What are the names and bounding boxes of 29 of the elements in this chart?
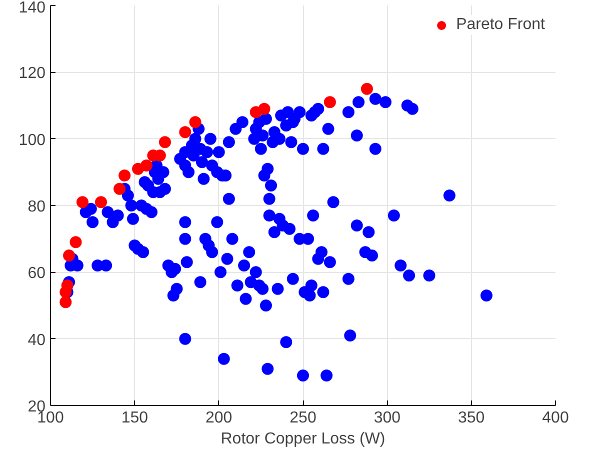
y-tick-label: 100 xyxy=(18,132,46,149)
y-tick-label: 40 xyxy=(28,332,46,349)
legend-label: Pareto Front xyxy=(456,16,545,34)
point xyxy=(258,102,270,115)
point xyxy=(179,126,192,138)
point xyxy=(189,116,202,128)
point xyxy=(60,296,72,308)
point xyxy=(76,196,88,208)
point xyxy=(70,236,82,248)
point xyxy=(61,280,74,292)
x-tick-label: 200 xyxy=(205,410,232,426)
point xyxy=(360,82,373,95)
x-tick-label: 150 xyxy=(121,410,148,426)
point xyxy=(63,250,76,262)
point xyxy=(324,96,336,108)
point xyxy=(114,182,126,195)
y-tick-label: 80 xyxy=(28,198,46,216)
y-tick-label: 140 xyxy=(18,0,46,16)
y-tick-label: 60 xyxy=(28,265,46,282)
point xyxy=(95,196,107,208)
x-tick-label: 400 xyxy=(542,410,569,426)
point xyxy=(158,136,171,148)
y-tick-label: 120 xyxy=(18,65,46,82)
x-tick-label: 300 xyxy=(374,410,401,426)
x-tick-label: 250 xyxy=(290,410,316,426)
point xyxy=(140,160,152,172)
point xyxy=(118,170,131,182)
x-axis-title: Rotor Copper Loss (W) xyxy=(220,430,386,448)
x-tick-label: 350 xyxy=(458,410,485,426)
